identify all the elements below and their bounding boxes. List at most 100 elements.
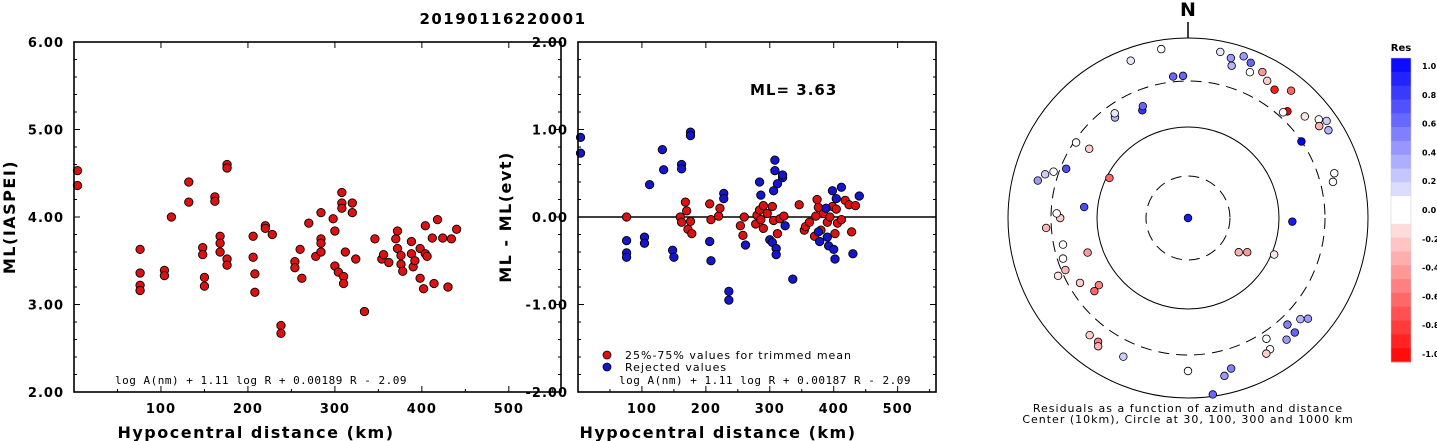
rejected-point — [772, 179, 783, 189]
accepted-point — [762, 208, 772, 219]
rejected-point — [621, 235, 632, 246]
data-point — [391, 234, 401, 244]
colorbar-tick-label: 0.4 — [1422, 148, 1437, 157]
station-residual-point — [1330, 169, 1339, 178]
data-point — [295, 244, 305, 255]
station-residual-point — [1283, 320, 1292, 329]
data-point — [210, 196, 220, 206]
colorbar-tick-label: -0.2 — [1422, 235, 1437, 244]
ring-30km — [1145, 175, 1231, 261]
station-residual-point — [1290, 328, 1300, 337]
y-tick-label: 1.00 — [532, 124, 568, 139]
station-residual-point — [1243, 247, 1252, 257]
x-tick-label: 200 — [233, 402, 263, 417]
rejected-point — [854, 191, 864, 201]
accepted-point — [713, 211, 724, 221]
colorbar-tick-label: -0.8 — [1422, 321, 1437, 330]
data-point — [378, 249, 389, 260]
data-point — [215, 247, 225, 257]
colorbar-tick-label: 0.0 — [1422, 206, 1437, 215]
station-residual-point — [1226, 53, 1236, 63]
colorbar-tick-label: 0.6 — [1422, 120, 1437, 129]
data-point — [451, 224, 462, 234]
data-point — [222, 260, 232, 270]
data-point — [248, 231, 258, 241]
station-residual-point — [1282, 335, 1291, 344]
colorbar-swatch — [1391, 58, 1411, 73]
station-residual-point — [1110, 109, 1119, 118]
data-point — [328, 214, 338, 224]
data-point — [304, 218, 314, 228]
rejected-point — [669, 252, 679, 262]
data-point — [347, 198, 357, 208]
station-residual-point — [1052, 209, 1061, 218]
station-residual-point — [1220, 371, 1229, 381]
data-point — [276, 320, 286, 331]
colorbar-frame — [1390, 57, 1412, 363]
station-residual-point — [1071, 138, 1081, 147]
station-residual-point — [1286, 86, 1296, 95]
caption-line-1: Residuals as a function of azimuth and d… — [1033, 402, 1343, 415]
rejected-point — [777, 170, 788, 180]
legend-rejected-marker — [602, 362, 612, 372]
station-residual-point — [1297, 137, 1306, 146]
station-residual-point — [1324, 126, 1333, 135]
data-point — [392, 226, 403, 236]
station-residual-point — [1157, 44, 1166, 54]
colorbar-swatch — [1391, 99, 1411, 114]
colorbar-swatch — [1391, 154, 1411, 169]
data-point — [316, 247, 326, 257]
rejected-point — [639, 238, 650, 248]
station-residual-point — [1208, 390, 1218, 399]
accepted-point — [676, 217, 687, 227]
accepted-point — [831, 204, 841, 214]
data-point — [184, 177, 194, 187]
rejected-point — [754, 177, 765, 187]
station-residual-point — [1093, 342, 1103, 351]
station-residual-point — [1227, 61, 1236, 70]
rejected-point — [644, 179, 655, 190]
rejected-point — [705, 236, 715, 247]
data-point — [427, 233, 437, 243]
colorbar-swatch — [1391, 265, 1411, 280]
station-residual-point — [1105, 173, 1114, 183]
y-axis-label: ML - ML(evt) — [496, 151, 515, 283]
data-point — [267, 229, 277, 240]
rejected-point — [756, 190, 766, 200]
station-residual-point — [1262, 76, 1272, 86]
data-point — [338, 278, 349, 289]
legend-accepted-label: 25%-75% values for trimmed mean — [625, 349, 852, 362]
y-tick-label: 2.00 — [28, 386, 64, 401]
y-tick-label: 2.00 — [532, 36, 568, 51]
formula-label: log A(nm) + 1.11 log R + 0.00187 R - 2.0… — [619, 374, 911, 387]
ring-300km — [1050, 80, 1326, 356]
y-tick-label: 5.00 — [28, 124, 64, 139]
station-residual-point — [1226, 364, 1236, 373]
y-tick-label: 6.00 — [28, 36, 64, 51]
magnitude-vs-distance-plot: 100 200 300 400 500 2.00 3.00 4.00 5.00 6.00 Hypo… — [0, 36, 562, 441]
colorbar-tick-label: -0.6 — [1422, 292, 1437, 301]
colorbar-swatch — [1391, 127, 1411, 142]
station-residual-point — [1183, 366, 1193, 376]
plot-frame — [577, 41, 937, 393]
accepted-point — [621, 212, 632, 222]
station-residual-point — [1262, 349, 1271, 358]
data-point — [250, 269, 260, 279]
station-residual-point — [1168, 72, 1178, 81]
colorbar-swatch — [1391, 223, 1411, 239]
legend-accepted-marker — [602, 350, 612, 360]
rejected-point — [706, 256, 716, 266]
station-residual-point — [1300, 112, 1310, 121]
station-residual-point — [1061, 164, 1071, 173]
y-tick-label: 3.00 — [28, 299, 64, 314]
station-residual-point — [1083, 248, 1092, 257]
station-residual-point — [1278, 108, 1288, 117]
accepted-point — [758, 223, 769, 234]
x-tick-label: 300 — [320, 402, 350, 417]
station-residual-point — [1216, 47, 1225, 57]
station-residual-point — [1094, 280, 1104, 290]
data-point — [432, 214, 443, 225]
data-point — [406, 236, 417, 247]
station-residual-point — [1090, 286, 1099, 296]
station-residual-point — [1053, 271, 1063, 281]
